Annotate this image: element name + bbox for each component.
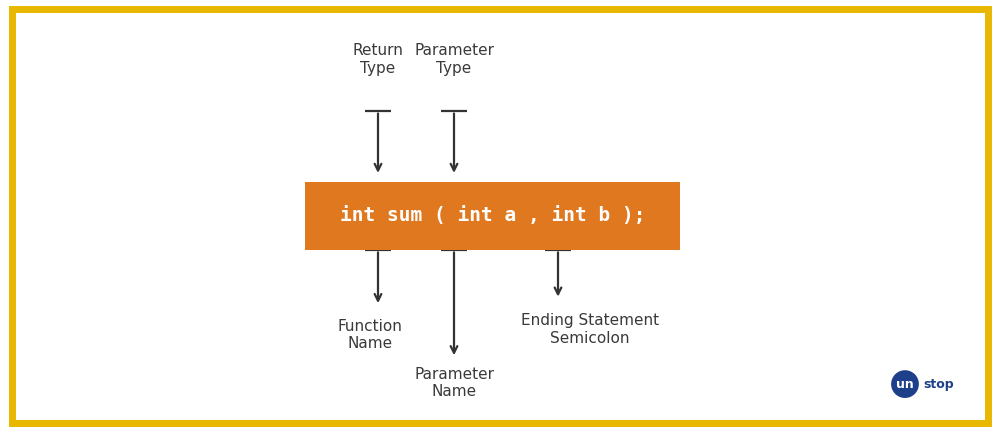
Text: Parameter
Name: Parameter Name [414,367,494,399]
Text: int sum ( int a , int b );: int sum ( int a , int b ); [340,207,645,225]
Bar [305,182,680,250]
Text: Ending Statement
Semicolon: Ending Statement Semicolon [521,313,659,346]
Text: Parameter
Type: Parameter Type [414,43,494,76]
Text: un: un [896,378,914,391]
Text: Return
Type: Return Type [353,43,403,76]
Text: Function
Name: Function Name [338,319,402,352]
Text: stop: stop [923,378,954,391]
Ellipse shape [891,370,919,398]
